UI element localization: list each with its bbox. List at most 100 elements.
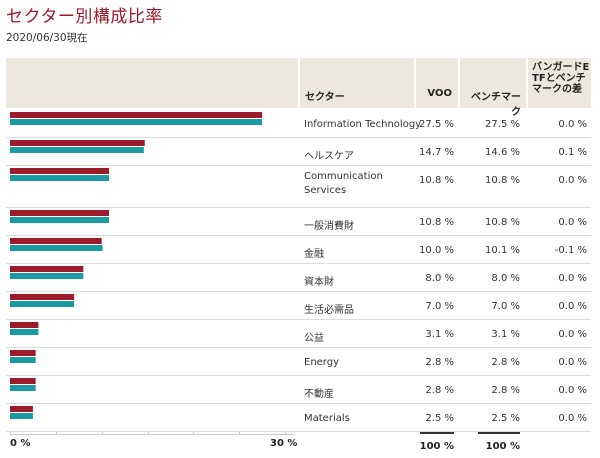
benchmark-weight: 8.0 % xyxy=(491,273,520,284)
fund-bar xyxy=(10,294,75,300)
benchmark-bar xyxy=(10,217,109,223)
row-divider xyxy=(6,403,591,404)
weight-difference: -0.1 % xyxy=(554,245,587,256)
header-divider xyxy=(414,58,416,108)
row-divider xyxy=(6,235,591,236)
fund-bar xyxy=(10,112,263,118)
fund-weight: 10.0 % xyxy=(419,245,454,256)
fund-weight: 7.0 % xyxy=(425,301,454,312)
weight-difference: 0.0 % xyxy=(558,301,587,312)
benchmark-weight: 2.8 % xyxy=(491,357,520,368)
col-header-diff: バンガードETFとベンチマークの差 xyxy=(532,62,590,95)
sector-name: 資本財 xyxy=(304,277,334,288)
x-axis-tick xyxy=(285,431,286,435)
x-axis-tick xyxy=(147,431,149,435)
col-header-benchmark: ベンチマーク xyxy=(471,92,521,118)
col-header-fund: VOO xyxy=(427,88,452,99)
sector-name: Information Technology xyxy=(304,119,422,130)
benchmark-weight: 2.8 % xyxy=(491,385,520,396)
benchmark-bar xyxy=(10,273,84,279)
benchmark-bar xyxy=(10,301,75,307)
x-axis-tick xyxy=(101,431,103,435)
fund-weight: 2.8 % xyxy=(425,357,454,368)
weight-difference: 0.1 % xyxy=(558,147,587,158)
header-divider xyxy=(458,58,460,108)
fund-weight: 14.7 % xyxy=(419,147,454,158)
row-divider xyxy=(6,263,591,264)
sector-name: 不動産 xyxy=(304,389,334,400)
row-divider xyxy=(6,431,591,432)
fund-weight: 8.0 % xyxy=(425,273,454,284)
benchmark-weight: 3.1 % xyxy=(491,329,520,340)
weight-difference: 0.0 % xyxy=(558,385,587,396)
sector-name: Energy xyxy=(304,357,340,368)
fund-bar xyxy=(10,210,109,216)
x-axis-line xyxy=(10,434,295,435)
row-divider xyxy=(6,347,591,348)
benchmark-bar xyxy=(10,357,36,363)
x-axis-tick xyxy=(239,431,241,435)
x-axis-tick xyxy=(10,431,11,435)
benchmark-bar xyxy=(10,385,36,391)
fund-bar xyxy=(10,168,109,174)
fund-weight: 3.1 % xyxy=(425,329,454,340)
benchmark-weight: 14.6 % xyxy=(485,147,520,158)
fund-bar xyxy=(10,140,145,146)
x-axis-tick xyxy=(193,431,195,435)
fund-weight: 2.8 % xyxy=(425,385,454,396)
fund-weight: 10.8 % xyxy=(419,217,454,228)
benchmark-bar xyxy=(10,329,39,335)
fund-bar xyxy=(10,378,36,384)
benchmark-weight: 10.8 % xyxy=(485,175,520,186)
weight-difference: 0.0 % xyxy=(558,175,587,186)
row-divider xyxy=(6,319,591,320)
weight-difference: 0.0 % xyxy=(558,329,587,340)
x-axis-max-label: 30 % xyxy=(270,438,298,449)
weight-difference: 0.0 % xyxy=(558,357,587,368)
total-fund: 100 % xyxy=(419,441,454,452)
fund-bar xyxy=(10,322,39,328)
fund-bar xyxy=(10,350,36,356)
benchmark-bar xyxy=(10,245,103,251)
weight-difference: 0.0 % xyxy=(558,413,587,424)
sector-name: ヘルスケア xyxy=(304,151,354,162)
benchmark-weight: 27.5 % xyxy=(485,119,520,130)
weight-difference: 0.0 % xyxy=(558,217,587,228)
sector-name: 一般消費財 xyxy=(304,221,354,232)
as-of-date: 2020/06/30現在 xyxy=(6,32,88,44)
benchmark-bar xyxy=(10,413,33,419)
benchmark-weight: 2.5 % xyxy=(491,413,520,424)
fund-bar xyxy=(10,266,84,272)
fund-weight: 10.8 % xyxy=(419,175,454,186)
sector-name: Communication Services xyxy=(304,171,383,196)
row-divider xyxy=(6,375,591,376)
benchmark-bar xyxy=(10,175,109,181)
total-benchmark: 100 % xyxy=(485,441,520,452)
row-divider xyxy=(6,291,591,292)
row-divider xyxy=(6,137,591,138)
weight-difference: 0.0 % xyxy=(558,273,587,284)
weight-difference: 0.0 % xyxy=(558,119,587,130)
x-axis-tick xyxy=(55,431,57,435)
benchmark-bar xyxy=(10,119,263,125)
benchmark-weight: 7.0 % xyxy=(491,301,520,312)
row-divider xyxy=(6,207,591,208)
total-divider xyxy=(420,432,454,434)
header-divider xyxy=(298,58,300,108)
sector-name: 生活必需品 xyxy=(304,305,354,316)
benchmark-weight: 10.1 % xyxy=(485,245,520,256)
fund-bar xyxy=(10,238,102,244)
fund-weight: 27.5 % xyxy=(419,119,454,130)
x-axis-min-label: 0 % xyxy=(10,438,31,449)
benchmark-weight: 10.8 % xyxy=(485,217,520,228)
header-divider xyxy=(526,58,528,108)
col-header-sector: セクター xyxy=(305,92,345,103)
fund-weight: 2.5 % xyxy=(425,413,454,424)
row-divider xyxy=(6,165,591,166)
sector-name: 金融 xyxy=(304,249,324,260)
page-title: セクター別構成比率 xyxy=(6,7,163,27)
total-divider xyxy=(478,432,520,434)
benchmark-bar xyxy=(10,147,144,153)
fund-bar xyxy=(10,406,33,412)
sector-name: 公益 xyxy=(304,333,324,344)
